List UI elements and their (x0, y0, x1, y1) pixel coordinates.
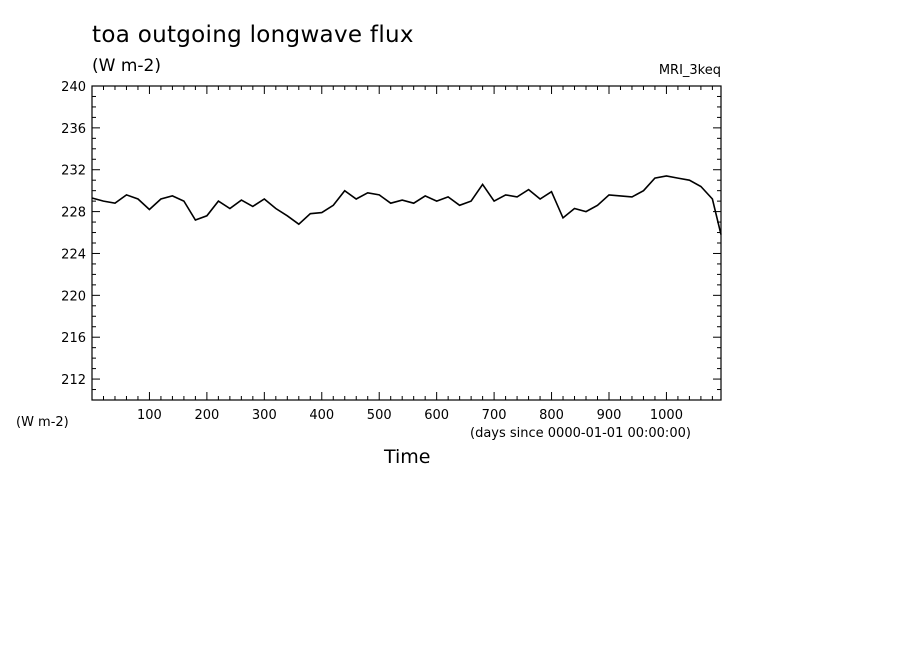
tick-labels: 212 216 220 224 228 232 236 240 100 200 300 400 500 6… (61, 80, 683, 423)
y-tick-label: 236 (61, 122, 86, 137)
y-tick-label: 216 (61, 331, 86, 346)
axis-ticks (92, 85, 721, 401)
y-axis-label: (W m-2) (16, 415, 69, 430)
x-tick-label: 500 (367, 408, 392, 423)
y-tick-label: 240 (61, 80, 86, 95)
x-axis-title: Time (384, 446, 431, 468)
x-tick-label: 100 (137, 408, 162, 423)
y-tick-label: 220 (61, 289, 86, 304)
plot-frame (91, 85, 722, 401)
x-tick-label: 900 (597, 408, 622, 423)
x-tick-label: 600 (424, 408, 449, 423)
x-tick-label: 200 (194, 408, 219, 423)
model-label: MRI_3keq (658, 63, 721, 78)
x-tick-label: 400 (309, 408, 334, 423)
x-tick-label: 700 (482, 408, 507, 423)
y-tick-label: 232 (61, 164, 86, 179)
chart-title: toa outgoing longwave flux (92, 22, 414, 48)
chart-units: (W m-2) (92, 56, 161, 76)
x-tick-label: 300 (252, 408, 277, 423)
y-tick-label: 224 (61, 247, 86, 262)
y-tick-label: 228 (61, 206, 86, 221)
x-tick-label: 1000 (650, 408, 683, 423)
y-tick-label: 212 (61, 373, 86, 388)
x-tick-label: 800 (539, 408, 564, 423)
series-line (91, 175, 722, 235)
x-axis-units-note: (days since 0000-01-01 00:00:00) (470, 426, 691, 441)
